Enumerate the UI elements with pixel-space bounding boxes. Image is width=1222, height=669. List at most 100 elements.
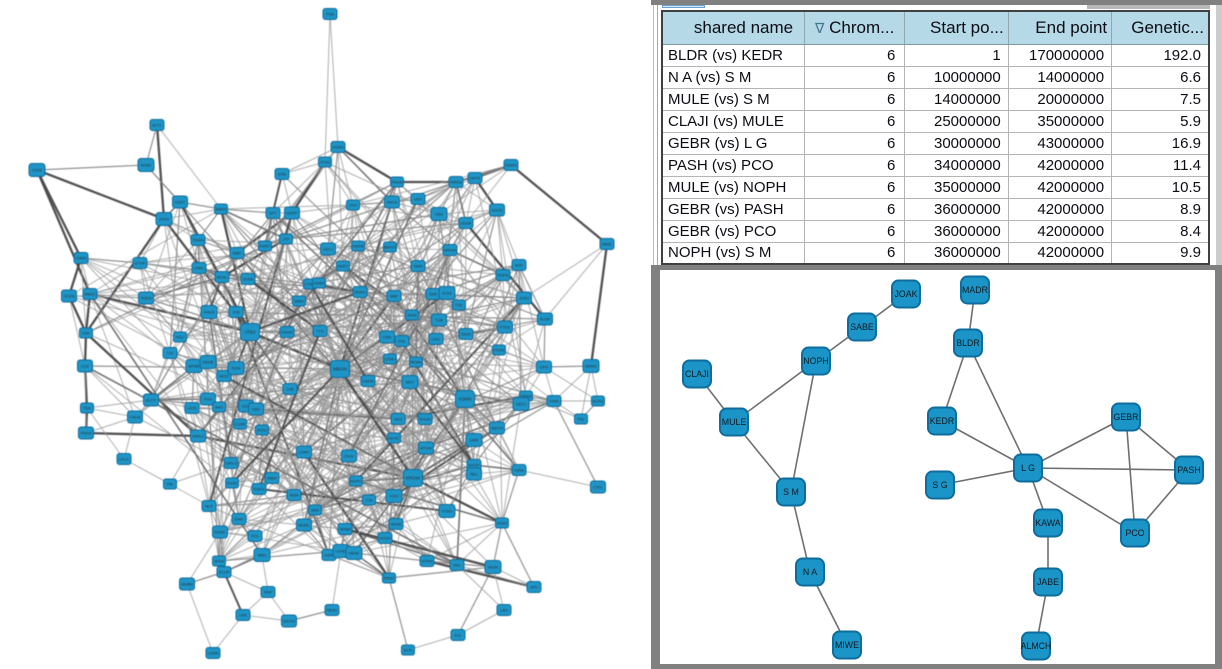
svg-text:KUS: KUS <box>242 405 250 409</box>
svg-text:WUW: WUW <box>488 566 498 570</box>
svg-text:HKBH: HKBH <box>314 282 325 286</box>
svg-text:EGJD: EGJD <box>227 482 237 486</box>
svg-text:LNN: LNN <box>239 614 247 618</box>
svg-text:ESMD: ESMD <box>215 531 226 535</box>
svg-text:CBH: CBH <box>435 213 443 217</box>
svg-text:PASH: PASH <box>1177 465 1200 475</box>
svg-text:TBRE: TBRE <box>413 265 424 269</box>
svg-text:KTDN: KTDN <box>442 510 453 514</box>
svg-text:EWD: EWD <box>235 518 244 522</box>
svg-text:PGA: PGA <box>204 398 212 402</box>
svg-text:JTGU: JTGU <box>320 161 330 165</box>
svg-text:ESKN: ESKN <box>254 488 265 492</box>
svg-text:PKEM: PKEM <box>81 432 92 436</box>
svg-text:TWW: TWW <box>549 400 559 404</box>
svg-text:N A: N A <box>803 567 817 577</box>
svg-text:EMHB: EMHB <box>203 361 214 365</box>
svg-text:GBG: GBG <box>252 408 260 412</box>
svg-text:DRSC: DRSC <box>384 577 395 581</box>
svg-text:NSW: NSW <box>290 494 299 498</box>
svg-text:PGL: PGL <box>577 418 585 422</box>
svg-text:S G: S G <box>932 480 947 490</box>
svg-text:NRKM: NRKM <box>450 181 461 185</box>
svg-text:BWGG: BWGG <box>384 246 396 250</box>
svg-text:MUBN: MUBN <box>181 583 192 587</box>
svg-text:NTRM: NTRM <box>422 560 433 564</box>
svg-text:CCK: CCK <box>81 365 89 369</box>
svg-text:SCUP: SCUP <box>219 571 230 575</box>
svg-text:RNP: RNP <box>264 591 272 595</box>
svg-text:TDEW: TDEW <box>140 297 152 301</box>
svg-text:LAD: LAD <box>500 609 508 613</box>
svg-text:ATBJ: ATBJ <box>245 330 256 335</box>
svg-text:NLS: NLS <box>205 505 213 509</box>
svg-text:UDS: UDS <box>414 198 422 202</box>
svg-text:MBH: MBH <box>258 554 267 558</box>
svg-text:KAWA: KAWA <box>1035 518 1060 528</box>
svg-text:CATL: CATL <box>431 338 440 342</box>
svg-text:JCRU: JCRU <box>519 297 529 301</box>
svg-text:GWM: GWM <box>324 554 334 558</box>
svg-text:KEDR: KEDR <box>930 416 954 426</box>
svg-text:JABE: JABE <box>1037 577 1059 587</box>
svg-text:JEAR: JEAR <box>407 314 417 318</box>
svg-text:CPMU: CPMU <box>384 358 395 362</box>
svg-text:BBK: BBK <box>390 295 398 299</box>
svg-text:MBUN: MBUN <box>333 367 347 372</box>
svg-text:ECR: ECR <box>404 649 412 653</box>
svg-text:LTDL: LTDL <box>593 486 602 490</box>
svg-text:TJA: TJA <box>366 499 373 503</box>
svg-text:MRHM: MRHM <box>444 249 456 253</box>
svg-text:KKAD: KKAD <box>141 164 152 168</box>
svg-text:TCNT: TCNT <box>389 495 400 499</box>
svg-text:MBM: MBM <box>295 300 304 304</box>
svg-text:SASS: SASS <box>461 333 472 337</box>
svg-text:MULE: MULE <box>722 417 747 427</box>
svg-text:NRNB: NRNB <box>340 528 351 532</box>
svg-text:WCHS: WCHS <box>283 620 295 624</box>
svg-text:JTP: JTP <box>283 238 290 242</box>
svg-text:MCPC: MCPC <box>350 480 361 484</box>
svg-text:MJD: MJD <box>515 264 523 268</box>
svg-text:HUMG: HUMG <box>505 164 517 168</box>
svg-text:EJL: EJL <box>455 634 462 638</box>
svg-text:CWA: CWA <box>383 336 392 340</box>
svg-text:DSK: DSK <box>82 332 90 336</box>
svg-text:UCUH: UCUH <box>380 537 391 541</box>
svg-text:TUB: TUB <box>435 319 443 323</box>
svg-text:PCO: PCO <box>1125 528 1144 538</box>
svg-text:CWHE: CWHE <box>362 380 374 384</box>
svg-text:MIWE: MIWE <box>835 640 859 650</box>
svg-text:L G: L G <box>1021 463 1035 473</box>
svg-text:ALHC: ALHC <box>389 437 399 441</box>
svg-text:SGPN: SGPN <box>498 274 509 278</box>
svg-text:NWUJ: NWUJ <box>193 435 204 439</box>
svg-text:DDCE: DDCE <box>492 209 503 213</box>
svg-text:ESN: ESN <box>278 173 286 177</box>
svg-text:SSR: SSR <box>429 293 437 297</box>
svg-text:EHUA: EHUA <box>420 418 431 422</box>
svg-text:LKH: LKH <box>349 204 357 208</box>
svg-text:JHDU: JHDU <box>257 429 267 433</box>
svg-text:TSK: TSK <box>455 304 463 308</box>
svg-text:BBNL: BBNL <box>602 243 612 247</box>
svg-text:JCB: JCB <box>232 311 240 315</box>
svg-text:ATN: ATN <box>530 586 538 590</box>
svg-text:CEHL: CEHL <box>344 455 354 459</box>
svg-text:MCSL: MCSL <box>217 276 228 280</box>
svg-text:SABE: SABE <box>850 322 874 332</box>
svg-text:AAG: AAG <box>215 406 223 410</box>
svg-text:TJC: TJC <box>167 352 174 356</box>
svg-text:CTHP: CTHP <box>135 262 146 266</box>
svg-text:GCKB: GCKB <box>64 295 75 299</box>
svg-text:KRGW: KRGW <box>406 476 421 481</box>
svg-text:UDCJ: UDCJ <box>323 248 333 252</box>
svg-text:SHEB: SHEB <box>243 278 254 282</box>
svg-text:HNKH: HNKH <box>355 291 366 295</box>
svg-text:JLGG: JLGG <box>442 292 452 296</box>
svg-text:NESU: NESU <box>327 609 338 613</box>
svg-text:PMUB: PMUB <box>392 181 403 185</box>
svg-text:AUTT: AUTT <box>146 399 157 403</box>
svg-text:NSTU: NSTU <box>516 403 527 407</box>
svg-text:KMSB: KMSB <box>353 245 364 249</box>
